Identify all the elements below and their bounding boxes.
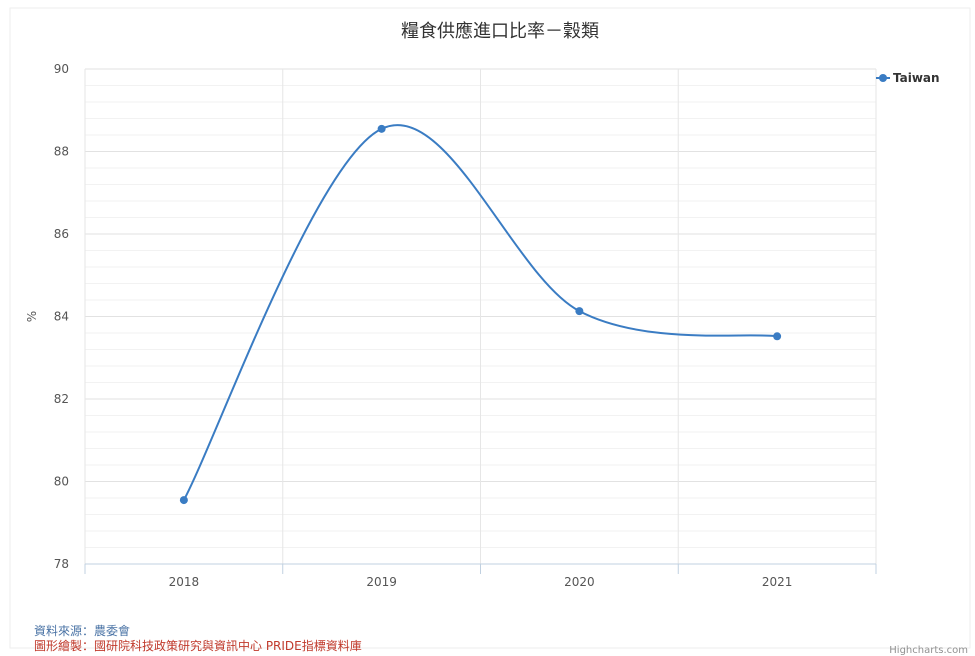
credits-link[interactable]: Highcharts.com [889, 645, 968, 656]
legend-item-label: Taiwan [893, 71, 940, 85]
y-axis-label: % [25, 311, 39, 322]
y-tick-label: 90 [54, 62, 69, 76]
source-note: 資料來源：農委會 [34, 624, 131, 638]
chart-border [9, 7, 971, 649]
drawn-by-note: 圖形繪製：國研院科技政策研究與資訊中心 PRIDE指標資料庫 [34, 639, 362, 653]
y-tick-label: 82 [54, 392, 69, 406]
y-tick-label: 86 [54, 227, 69, 241]
x-tick-label: 2019 [366, 575, 397, 589]
legend[interactable]: Taiwan [876, 71, 940, 85]
data-point[interactable] [773, 332, 782, 341]
data-point[interactable] [179, 496, 188, 505]
x-tick-label: 2020 [564, 575, 595, 589]
x-tick-label: 2021 [762, 575, 793, 589]
y-tick-label: 78 [54, 557, 69, 571]
series-group [179, 124, 782, 505]
series-line [182, 124, 778, 501]
x-axis-ticks: 2018 2019 2020 2021 [169, 575, 793, 589]
data-point[interactable] [575, 307, 584, 316]
y-tick-label: 88 [54, 145, 69, 159]
data-point[interactable] [377, 124, 386, 133]
y-tick-label: 84 [54, 310, 69, 324]
x-tick-label: 2018 [169, 575, 200, 589]
y-tick-label: 80 [54, 475, 69, 489]
grid [84, 68, 877, 574]
legend-marker [879, 74, 887, 82]
chart-title: 糧食供應進口比率－穀類 [401, 20, 599, 42]
y-axis-ticks: 78 80 82 84 86 88 90 [54, 62, 69, 571]
